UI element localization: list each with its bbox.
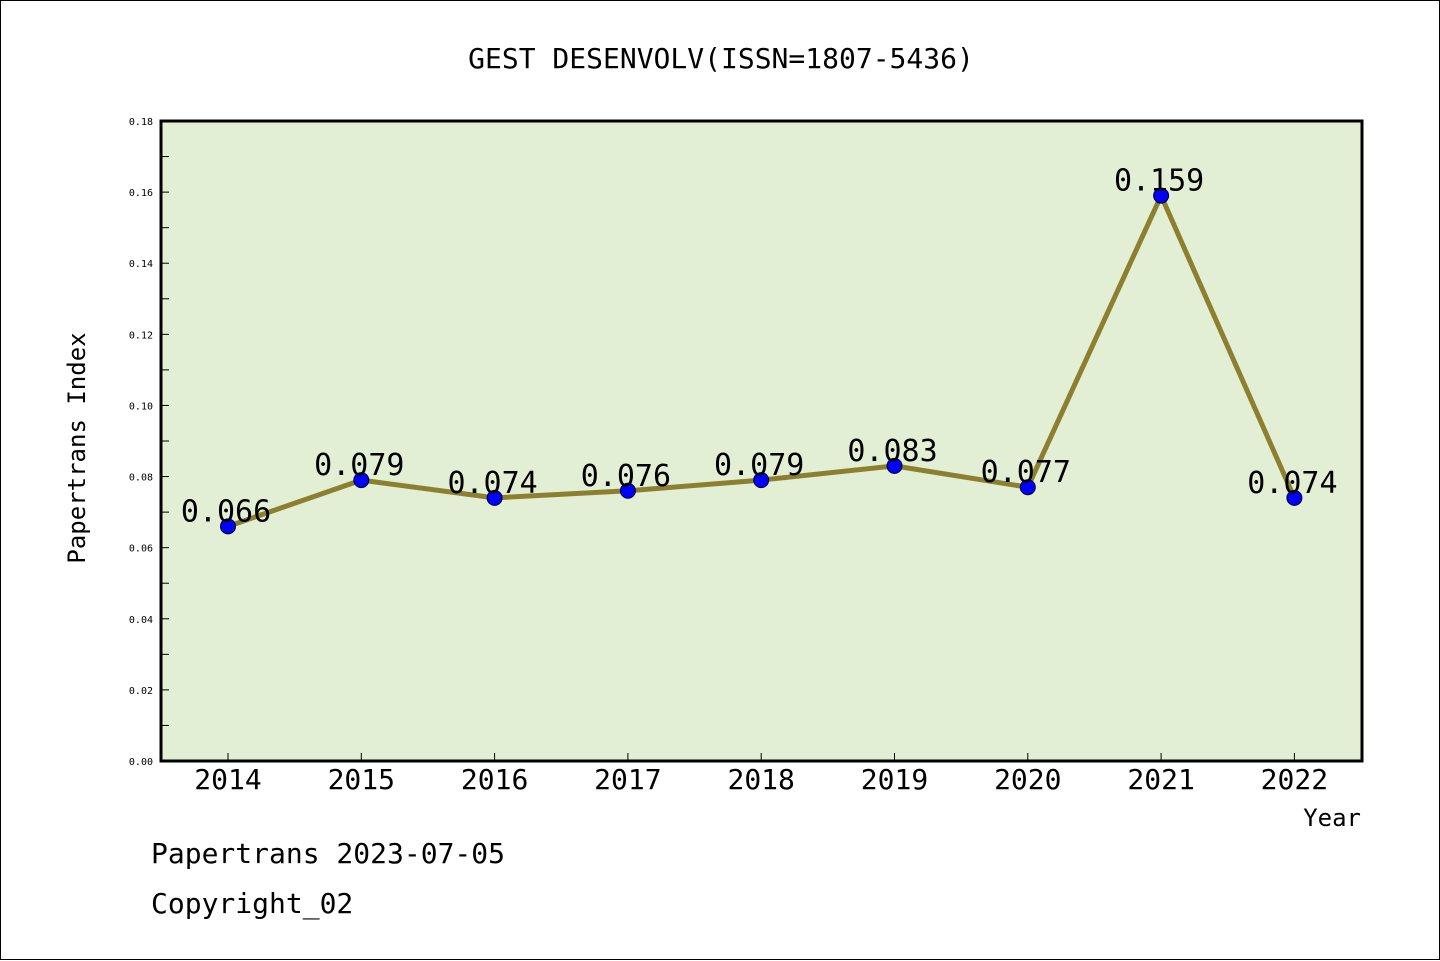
data-point	[220, 518, 236, 535]
chart-title: GEST DESENVOLV(ISSN=1807-5436)	[468, 42, 974, 75]
data-label: 0.076	[581, 459, 671, 494]
data-point	[1286, 489, 1303, 506]
x-tick-label: 2021	[1127, 763, 1194, 796]
y-tick-label: 0.12	[129, 330, 153, 341]
data-label: 0.077	[981, 455, 1071, 490]
footer-copyright: Copyright_02	[151, 887, 354, 920]
series-line-group: 0.066 0.079 0.074 0.076 0.079 0.083 0.077 0.159…	[181, 164, 1338, 535]
y-axis-label: Papertrans Index	[63, 332, 91, 563]
x-tick-label: 2017	[594, 763, 661, 796]
x-axis-label: Year	[1303, 804, 1361, 832]
x-tick-label: 2016	[461, 763, 528, 796]
y-tick-label: 0.06	[129, 544, 153, 555]
x-tick-label: 2018	[727, 763, 794, 796]
data-point	[619, 482, 636, 499]
data-point	[1153, 187, 1170, 204]
y-tick-label: 0.04	[129, 615, 153, 626]
y-tick-label: 0.02	[129, 686, 153, 697]
x-tick-label: 2019	[861, 763, 928, 796]
data-label: 0.079	[714, 448, 804, 483]
data-point	[353, 472, 370, 489]
plot-area	[159, 119, 1364, 763]
x-tick-label: 2014	[194, 763, 261, 796]
y-axis: 0.00 0.02 0.04 0.06 0.08 0.10 0.12 0.14 0.16 0.18	[129, 117, 169, 768]
data-label: 0.079	[314, 448, 404, 483]
y-tick-label: 0.14	[129, 259, 153, 270]
data-point	[753, 472, 770, 489]
x-tick-label: 2020	[994, 763, 1061, 796]
y-tick-label: 0.18	[129, 117, 153, 128]
data-point	[1019, 479, 1036, 496]
x-tick-label: 2015	[328, 763, 395, 796]
data-label: 0.083	[847, 434, 937, 469]
x-tick-label: 2022	[1261, 763, 1328, 796]
y-tick-label: 0.08	[129, 473, 153, 484]
y-tick-label: 0.16	[129, 188, 153, 199]
footer-date: Papertrans 2023-07-05	[151, 837, 506, 870]
data-point	[486, 489, 503, 506]
y-tick-label: 0.00	[129, 757, 153, 768]
x-axis: 2014 2015 2016 2017 2018 2019 2020 2021 2022	[194, 753, 1328, 796]
data-label: 0.159	[1114, 164, 1204, 199]
data-point	[886, 457, 903, 474]
data-label: 0.074	[447, 466, 537, 501]
data-label: 0.074	[1247, 466, 1337, 501]
y-tick-label: 0.10	[129, 401, 153, 412]
data-label: 0.066	[181, 494, 271, 529]
